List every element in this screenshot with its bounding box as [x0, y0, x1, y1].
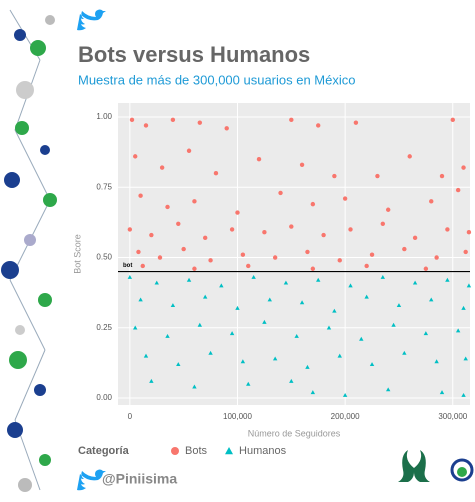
- legend-title: Categoría: [78, 445, 130, 457]
- circle-point: [289, 118, 293, 122]
- circle-point: [138, 194, 142, 198]
- circle-point: [370, 253, 374, 257]
- circle-point: [456, 188, 460, 192]
- circle-point: [402, 247, 406, 251]
- y-tick-label: 0.00: [96, 393, 112, 402]
- circle-point: [289, 224, 293, 228]
- circle-point: [273, 255, 277, 259]
- circle-point: [408, 154, 412, 158]
- circle-point: [144, 123, 148, 127]
- circle-point: [192, 199, 196, 203]
- circle-point: [214, 171, 218, 175]
- circle-point: [181, 247, 185, 251]
- circle-point: [348, 227, 352, 231]
- x-axis-label: Número de Seguidores: [248, 428, 341, 438]
- circle-point: [321, 233, 325, 237]
- x-tick-label: 100,000: [223, 412, 252, 421]
- chart-title: Bots versus Humanos: [78, 42, 310, 67]
- circle-point: [149, 233, 153, 237]
- circle-point: [434, 255, 438, 259]
- circle-point: [343, 196, 347, 200]
- legend-marker: [225, 447, 233, 454]
- legend-marker: [171, 447, 179, 455]
- circle-point: [386, 208, 390, 212]
- circle-point: [429, 199, 433, 203]
- circle-point: [354, 120, 358, 124]
- circle-point: [305, 250, 309, 254]
- circle-point: [241, 253, 245, 257]
- circle-point: [133, 154, 137, 158]
- circle-point: [463, 250, 467, 254]
- y-tick-label: 0.25: [96, 323, 112, 332]
- circle-point: [208, 258, 212, 262]
- circle-point: [187, 149, 191, 153]
- circle-point: [278, 191, 282, 195]
- institution-logos: [398, 450, 472, 482]
- circle-point: [424, 267, 428, 271]
- circle-point: [203, 236, 207, 240]
- footer-handle: @Piniisima: [102, 471, 177, 487]
- circle-point: [198, 120, 202, 124]
- circle-point: [461, 165, 465, 169]
- circle-point: [338, 258, 342, 262]
- twitter-logo: [77, 10, 106, 31]
- circle-point: [440, 174, 444, 178]
- y-tick-label: 0.50: [96, 253, 112, 262]
- legend: Bots Humanos: [171, 445, 287, 457]
- circle-point: [128, 227, 132, 231]
- circle-point: [141, 264, 145, 268]
- circle-point: [364, 264, 368, 268]
- circle-point: [158, 255, 162, 259]
- y-axis-label: Bot Score: [72, 234, 82, 274]
- network-decoration: [1, 10, 57, 492]
- circle-point: [235, 210, 239, 214]
- circle-point: [332, 174, 336, 178]
- y-tick-label: 1.00: [96, 112, 112, 121]
- circle-point: [445, 227, 449, 231]
- y-tick-label: 0.75: [96, 182, 112, 191]
- infographic: Bots versus Humanos Muestra de más de 30…: [0, 0, 475, 497]
- circle-point: [176, 222, 180, 226]
- circle-point: [467, 230, 471, 234]
- plot-panel: [118, 103, 470, 405]
- circle-point: [230, 227, 234, 231]
- legend-label: Humanos: [239, 445, 287, 457]
- circle-point: [130, 118, 134, 122]
- circle-point: [451, 118, 455, 122]
- circle-point: [381, 222, 385, 226]
- circle-point: [316, 123, 320, 127]
- circle-point: [257, 157, 261, 161]
- chart-subtitle: Muestra de más de 300,000 usuarios en Mé…: [78, 72, 356, 87]
- x-tick-label: 300,000: [438, 412, 467, 421]
- x-tick-label: 200,000: [331, 412, 360, 421]
- circle-point: [262, 230, 266, 234]
- circle-point: [300, 163, 304, 167]
- circle-point: [311, 267, 315, 271]
- circle-point: [413, 236, 417, 240]
- circle-point: [311, 202, 315, 206]
- threshold-label: bot: [123, 263, 132, 269]
- circle-point: [375, 174, 379, 178]
- circle-point: [160, 165, 164, 169]
- circle-point: [192, 267, 196, 271]
- x-tick-label: 0: [128, 412, 133, 421]
- legend-label: Bots: [185, 445, 208, 457]
- circle-point: [165, 205, 169, 209]
- circle-point: [225, 126, 229, 130]
- circle-point: [171, 118, 175, 122]
- circle-point: [246, 264, 250, 268]
- circle-point: [136, 250, 140, 254]
